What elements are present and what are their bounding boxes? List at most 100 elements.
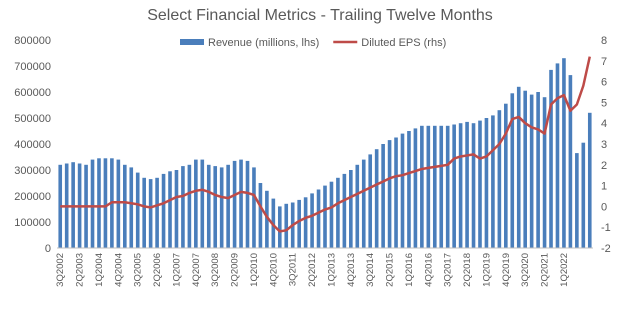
bar bbox=[575, 153, 579, 248]
bar bbox=[71, 162, 75, 248]
bar bbox=[420, 125, 424, 248]
y2-tick-label: 7 bbox=[601, 56, 607, 68]
y-tick-label: 100000 bbox=[14, 217, 51, 229]
bar bbox=[58, 164, 63, 248]
bar bbox=[491, 115, 495, 249]
x-tick-label: 4Q2016 bbox=[423, 253, 434, 287]
x-tick-label: 1Q2016 bbox=[404, 253, 415, 287]
bar bbox=[336, 177, 340, 248]
y-tick-label: 0 bbox=[45, 243, 51, 255]
bar bbox=[432, 125, 437, 248]
y2-tick-label: -2 bbox=[601, 243, 611, 255]
bar bbox=[187, 164, 192, 248]
bar bbox=[135, 172, 140, 248]
legend-label: Revenue (millions, lhs) bbox=[208, 37, 319, 49]
bar bbox=[510, 93, 515, 248]
x-tick-label: 1Q2004 bbox=[94, 253, 105, 287]
bar bbox=[549, 69, 553, 249]
x-tick-label: 1Q2007 bbox=[171, 253, 182, 287]
bar bbox=[400, 133, 405, 248]
x-tick-label: 2Q2018 bbox=[462, 253, 473, 287]
x-tick-label: 3Q2020 bbox=[520, 253, 531, 287]
bar bbox=[342, 173, 347, 248]
bar bbox=[252, 167, 256, 248]
bar bbox=[523, 90, 528, 248]
y2-tick-label: 4 bbox=[601, 118, 607, 130]
bar bbox=[219, 167, 224, 248]
y-tick-label: 300000 bbox=[14, 165, 51, 177]
x-tick-label: 4Q2004 bbox=[113, 253, 124, 287]
bar bbox=[407, 131, 411, 248]
bar bbox=[142, 177, 146, 248]
y-tick-label: 400000 bbox=[14, 139, 51, 151]
bar bbox=[381, 144, 385, 248]
bar bbox=[323, 185, 327, 248]
bar bbox=[555, 63, 560, 249]
bar bbox=[439, 125, 444, 248]
y2-tick-label: 2 bbox=[601, 160, 607, 172]
y-tick-label: 500000 bbox=[14, 113, 51, 125]
bar bbox=[103, 158, 108, 248]
y2-tick-label: -1 bbox=[601, 222, 611, 234]
bar bbox=[148, 179, 153, 248]
bar bbox=[542, 97, 547, 248]
bar bbox=[516, 86, 521, 248]
legend-swatch bbox=[180, 39, 204, 45]
bar bbox=[310, 193, 314, 248]
x-tick-label: 4Q2019 bbox=[501, 253, 512, 287]
bar bbox=[562, 58, 566, 249]
x-tick-label: 3Q2014 bbox=[365, 253, 376, 287]
bar bbox=[587, 112, 592, 248]
bar bbox=[200, 159, 205, 248]
x-tick-label: 3Q2008 bbox=[210, 253, 221, 287]
bar bbox=[245, 160, 250, 248]
bar bbox=[161, 173, 166, 248]
bar bbox=[239, 159, 243, 248]
bar bbox=[213, 166, 218, 248]
bar bbox=[155, 177, 159, 248]
bar bbox=[504, 103, 508, 248]
bar bbox=[277, 206, 282, 248]
x-tick-label: 3Q2002 bbox=[55, 253, 66, 287]
bar bbox=[116, 159, 121, 248]
bar bbox=[329, 181, 334, 248]
bar bbox=[387, 140, 392, 248]
y-tick-label: 600000 bbox=[14, 87, 51, 99]
bar bbox=[497, 110, 502, 248]
bar bbox=[374, 149, 379, 248]
x-tick-label: 3Q2011 bbox=[288, 253, 299, 286]
x-tick-label: 4Q2013 bbox=[346, 253, 357, 287]
y2-tick-label: 3 bbox=[601, 139, 607, 151]
bar bbox=[478, 120, 482, 248]
bar bbox=[484, 118, 489, 248]
y-tick-label: 700000 bbox=[14, 61, 51, 73]
bar bbox=[284, 203, 289, 248]
bar bbox=[349, 170, 353, 248]
bar bbox=[452, 124, 456, 248]
bar bbox=[368, 154, 373, 248]
bar bbox=[122, 164, 127, 248]
bar bbox=[568, 75, 573, 248]
bar bbox=[232, 160, 237, 248]
bar bbox=[316, 189, 321, 248]
chart-title: Select Financial Metrics - Trailing Twel… bbox=[147, 7, 493, 24]
bar bbox=[97, 158, 101, 248]
bar bbox=[394, 137, 398, 248]
bar bbox=[129, 167, 134, 248]
bar bbox=[226, 164, 230, 248]
x-tick-label: 1Q2022 bbox=[559, 253, 570, 287]
legend-label: Diluted EPS (rhs) bbox=[361, 37, 446, 49]
bar bbox=[355, 164, 360, 248]
bar bbox=[458, 123, 463, 248]
bar bbox=[206, 164, 211, 248]
x-tick-label: 2Q2009 bbox=[230, 253, 241, 287]
x-tick-label: 2Q2021 bbox=[540, 253, 551, 287]
bar bbox=[426, 125, 431, 248]
bar bbox=[529, 94, 534, 248]
bar bbox=[258, 183, 263, 248]
bar bbox=[361, 159, 366, 248]
y-tick-label: 800000 bbox=[14, 35, 51, 47]
y2-tick-label: 0 bbox=[601, 201, 607, 213]
bar bbox=[413, 128, 418, 248]
bar bbox=[581, 142, 586, 248]
